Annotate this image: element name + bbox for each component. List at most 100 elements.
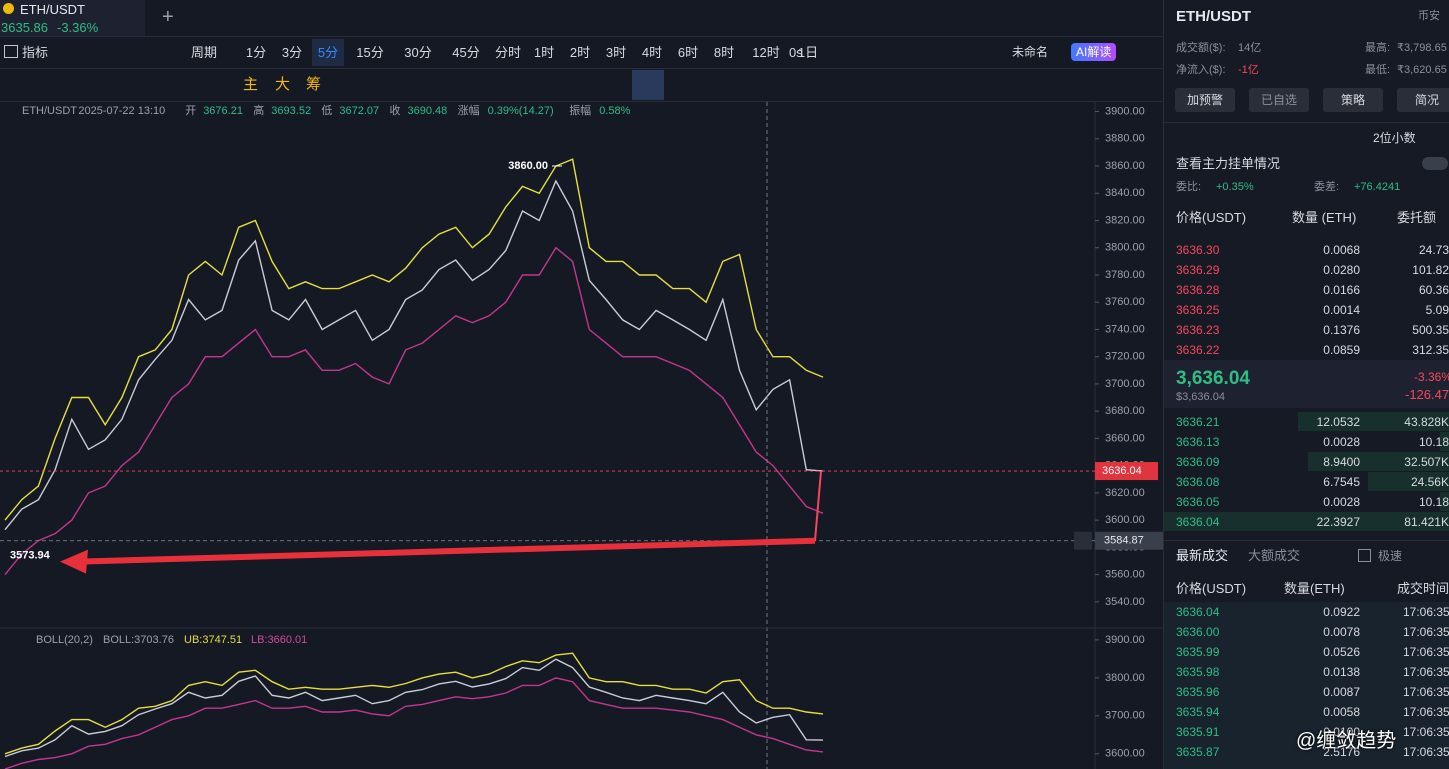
panel-button[interactable]: 策略 [1323,88,1383,112]
ask-qty: 0.0068 [1323,243,1360,257]
trades-bg [1164,602,1449,769]
trade-time: 17:06:35 [1403,605,1449,619]
legend-item: UB:3747.51 [184,634,242,646]
y-tick-label: 3880.00 [1105,133,1145,145]
trade-qty: 0.0058 [1323,705,1360,719]
interval-btn[interactable]: 30分 [404,45,432,60]
decimals[interactable]: 2位小数 [1373,131,1416,145]
trade-qty: 0.0100 [1323,725,1360,739]
layout-name[interactable]: 未命名 [1012,45,1049,59]
draw-tool[interactable]: 大 [275,76,291,93]
legend-item: BOLL(20,2) [36,634,93,646]
fast[interactable]: 极速 [1378,549,1403,563]
indicator-btn[interactable]: 指标 [22,45,49,60]
tab [0,0,145,36]
trade-price: 3636.00 [1176,625,1220,639]
interval-btn[interactable]: 1分 [245,45,267,60]
info-item: 0.58% [599,105,630,117]
high-marker: 3860.00 [508,160,548,172]
ask-qty: 0.0166 [1323,283,1360,297]
y-tick-label: 3860.00 [1105,160,1145,172]
bid-qty: 22.3927 [1316,515,1360,529]
spike [814,471,822,541]
ai-btn[interactable]: AI解读 [1071,43,1117,61]
book-header: 数量 (ETH) [1292,210,1357,225]
panel-button[interactable]: 简况 [1397,88,1449,112]
plus-btn [1074,531,1092,550]
ask-amount: 60.36 [1418,283,1449,297]
period-btn[interactable]: 周期 [191,45,218,60]
main-orders[interactable]: 查看主力挂单情况 [1176,156,1281,171]
y-tick-label: 3700.00 [1105,378,1145,390]
interval-btn[interactable]: 2时 [569,45,591,60]
interval-btn[interactable]: 1时 [533,45,555,60]
panel-sep [1163,122,1449,123]
y-tick-label: 3560.00 [1105,569,1145,581]
panel-sep [1163,540,1449,541]
draw-tool[interactable]: 主 [243,76,259,93]
interval-btn[interactable]: 45分 [452,45,480,60]
stat-value: ₹3,620.65 [1397,64,1447,76]
interval-btn[interactable]: 12时 [752,45,780,60]
ask-amount: 101.82 [1412,263,1449,277]
panel-button[interactable]: 加预警 [1175,88,1235,112]
y-tick-label: 3620.00 [1105,487,1145,499]
trade-time: 17:06:35 [1403,705,1449,719]
boll-line [4,658,824,758]
bid-amount: 10.18 [1418,495,1449,509]
series-line [4,158,824,521]
trade-header: 价格(USDT) [1176,581,1247,596]
y-tick-label: 3780.00 [1105,269,1145,281]
interval-btn[interactable]: 1日 [797,45,819,60]
watermark: @缠敛趋势 [1296,730,1397,752]
ask-qty: 0.1376 [1323,323,1360,337]
bid-price: 3636.09 [1176,455,1220,469]
tab-price: 3635.86 [1,20,48,35]
y-tick-label: 3680.00 [1105,405,1145,417]
interval-btn[interactable]: 8时 [713,45,735,60]
trade-tab[interactable]: 大额成交 [1248,548,1301,563]
y-tick-label: 3700.00 [1105,710,1145,722]
arrow-head [60,549,88,574]
interval-btn[interactable]: 5分 [312,39,344,66]
interval-btn[interactable]: 3分 [281,45,303,60]
interval-btn[interactable]: 6时 [677,45,699,60]
y-tick-label: 3540.00 [1105,596,1145,608]
bid-depth [1368,472,1449,491]
trade-tab[interactable]: 最新成交 [1176,548,1229,563]
bid-depth [1164,512,1449,531]
info-item: 开 [185,105,196,117]
bid-amount: 81.421K [1404,515,1449,529]
interval-btn[interactable]: 4时 [641,45,663,60]
bid-qty: 8.9400 [1323,455,1360,469]
draw-tool[interactable]: 筹 [306,76,322,93]
y-tick-label: 3740.00 [1105,323,1145,335]
legend-item: LB:3660.01 [251,634,307,646]
ask-amount: 500.35 [1412,323,1449,337]
info-item: 3672.07 [339,105,379,117]
ask-amount: 24.73 [1418,243,1449,257]
bid-amount: 32.507K [1404,455,1449,469]
info-item: 0.39%(14.27) [488,105,554,117]
bid-qty: 12.0532 [1316,415,1360,429]
bid-price: 3636.05 [1176,495,1220,509]
y-tick-label: 3800.00 [1105,242,1145,254]
interval-btn[interactable]: 分时 [494,45,521,60]
info-item: 高 [253,103,264,117]
last-change: -3.36% [1414,370,1449,384]
ask-price: 3636.23 [1176,323,1220,337]
panel-button[interactable]: 已自选 [1249,88,1309,112]
bid-qty: 0.0028 [1323,435,1360,449]
info-item: ETH/USDT [22,105,77,117]
interval-btn[interactable]: 3时 [605,45,627,60]
bid-qty: 0.0028 [1323,495,1360,509]
panel-exchange: 币安 [1418,10,1440,22]
trade-time: 17:06:35 [1403,685,1449,699]
legend-item: BOLL:3703.76 [103,634,174,646]
last-usd: $3,636.04 [1176,391,1225,403]
trade-qty: 0.0138 [1323,665,1360,679]
last-price: 3,636.04 [1176,368,1250,389]
y-tick-label: 3720.00 [1105,351,1145,363]
add-tab[interactable]: + [162,6,174,28]
interval-btn[interactable]: 15分 [356,45,384,60]
